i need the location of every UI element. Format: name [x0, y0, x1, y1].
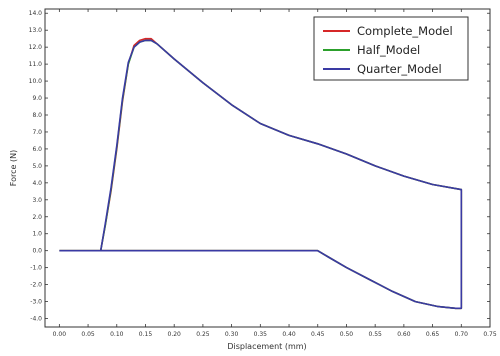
- legend-label: Complete_Model: [357, 24, 453, 38]
- y-tick-label: 2.0: [32, 214, 42, 221]
- axis-ticks: 0.00 0.05 0.10 0.15 0.20 0.25 0.30 0.35 0.40 0.45…: [29, 9, 497, 338]
- y-tick-label: 9.0: [32, 95, 42, 102]
- y-tick-label: -4.0: [30, 316, 42, 323]
- x-tick-label: 0.35: [254, 331, 268, 338]
- x-tick-label: 0.40: [282, 331, 296, 338]
- y-tick-label: 3.0: [32, 197, 42, 204]
- x-tick-label: 0.60: [397, 331, 411, 338]
- y-tick-label: 10.0: [29, 78, 43, 85]
- x-tick-label: 0.70: [455, 331, 469, 338]
- y-tick-label: 5.0: [32, 163, 42, 170]
- x-axis-label: Displacement (mm): [227, 342, 306, 351]
- y-tick-label: 13.0: [29, 27, 43, 34]
- y-tick-label: 1.0: [32, 231, 42, 238]
- y-tick-label: 12.0: [29, 44, 43, 51]
- x-tick-label: 0.20: [168, 331, 182, 338]
- x-tick-label: 0.55: [368, 331, 382, 338]
- y-tick-label: -3.0: [30, 299, 42, 306]
- y-tick-label: 0.0: [32, 248, 42, 255]
- x-tick-label: 0.50: [340, 331, 354, 338]
- y-tick-label: 7.0: [32, 129, 42, 136]
- x-tick-label: 0.15: [139, 331, 153, 338]
- y-tick-label: 6.0: [32, 146, 42, 153]
- series-line-quarter-model: [59, 39, 463, 310]
- legend-label: Half_Model: [357, 43, 420, 57]
- legend-items: Complete_Model Half_Model Quarter_Model: [323, 24, 453, 76]
- y-tick-label: -2.0: [30, 282, 42, 289]
- y-axis-label: Force (N): [9, 150, 18, 186]
- x-tick-label: 0.10: [110, 331, 124, 338]
- y-tick-label: 8.0: [32, 112, 42, 119]
- legend: Complete_Model Half_Model Quarter_Model: [313, 16, 469, 81]
- x-tick-label: 0.05: [81, 331, 95, 338]
- x-tick-label: 0.30: [225, 331, 239, 338]
- y-tick-label: 11.0: [29, 61, 43, 68]
- legend-label: Quarter_Model: [357, 62, 442, 76]
- y-tick-label: -1.0: [30, 265, 42, 272]
- y-tick-label: 14.0: [29, 10, 43, 17]
- series-lines: [59, 37, 463, 310]
- x-tick-label: 0.25: [196, 331, 210, 338]
- x-tick-label: 0.00: [53, 331, 67, 338]
- x-tick-label: 0.65: [426, 331, 440, 338]
- x-tick-label: 0.45: [311, 331, 325, 338]
- y-tick-label: 4.0: [32, 180, 42, 187]
- x-tick-label: 0.75: [483, 331, 497, 338]
